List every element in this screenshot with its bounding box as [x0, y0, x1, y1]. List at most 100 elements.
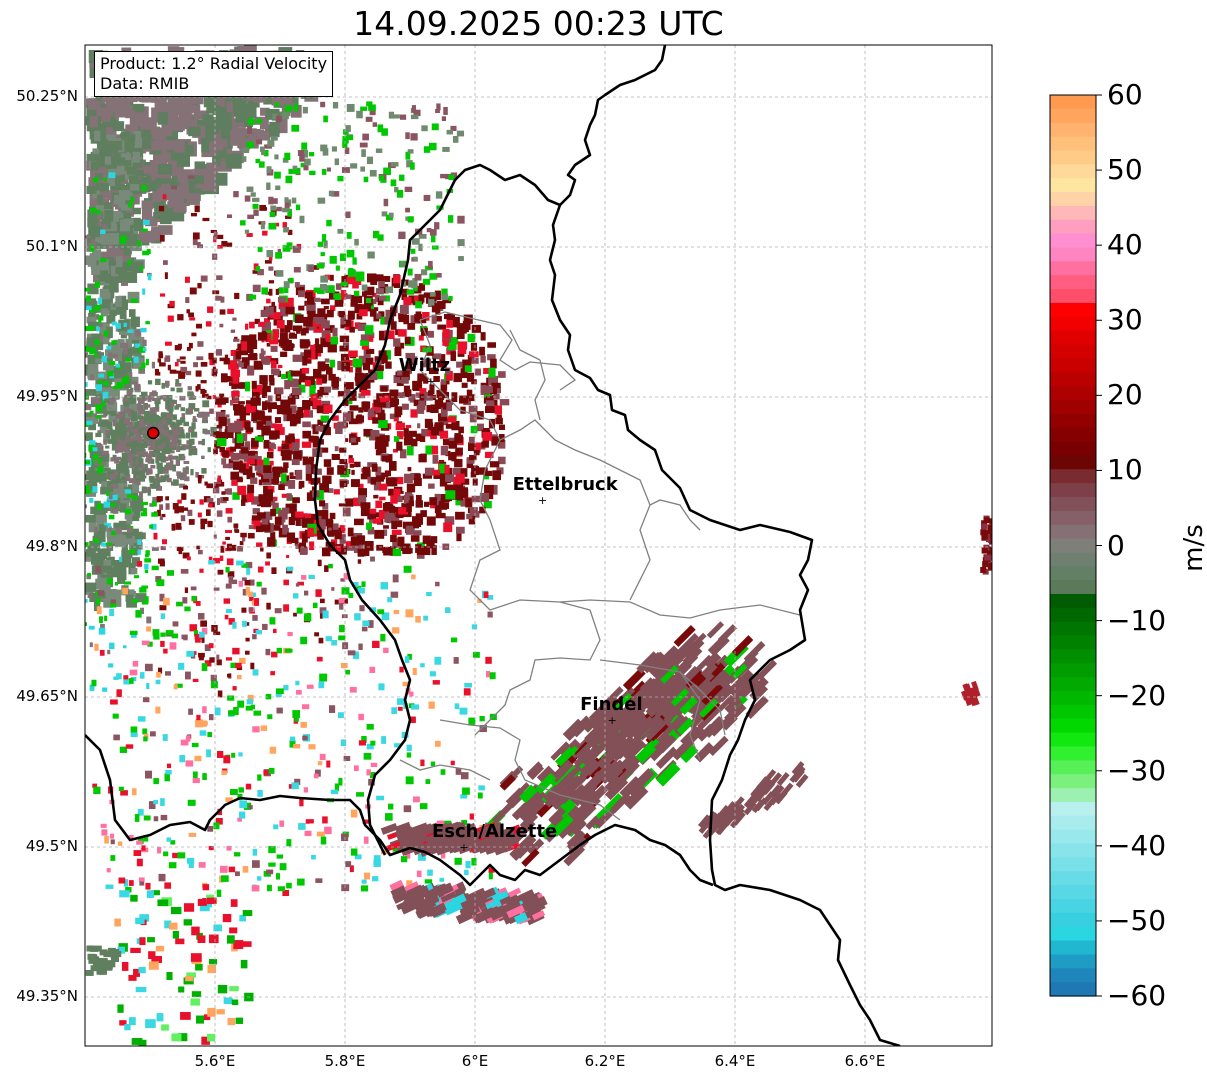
velocity-pixel — [188, 342, 193, 349]
velocity-pixel — [415, 392, 423, 398]
velocity-pixel — [376, 544, 384, 551]
velocity-pixel — [274, 516, 282, 525]
velocity-pixel — [304, 291, 313, 299]
velocity-pixel — [345, 211, 351, 219]
velocity-pixel — [133, 130, 142, 141]
velocity-pixel — [448, 295, 453, 301]
velocity-pixel — [242, 588, 247, 596]
velocity-pixel — [185, 466, 189, 470]
velocity-pixel — [125, 474, 131, 482]
velocity-pixel — [284, 286, 289, 294]
velocity-pixel — [383, 437, 389, 447]
velocity-pixel — [199, 568, 204, 573]
velocity-pixel — [456, 493, 463, 501]
velocity-pixel — [291, 510, 297, 521]
velocity-pixel — [248, 805, 253, 810]
velocity-pixel — [238, 752, 243, 757]
velocity-pixel — [99, 322, 110, 329]
velocity-pixel — [112, 494, 118, 501]
velocity-pixel — [255, 158, 261, 164]
velocity-pixel — [179, 483, 186, 488]
velocity-pixel — [405, 424, 412, 429]
velocity-pixel — [202, 414, 207, 422]
velocity-pixel — [137, 415, 144, 420]
velocity-pixel — [437, 361, 447, 368]
velocity-pixel — [257, 332, 268, 341]
velocity-pixel — [384, 317, 391, 325]
velocity-pixel — [310, 394, 318, 401]
velocity-pixel — [454, 703, 460, 710]
velocity-pixel — [129, 549, 135, 554]
velocity-pixel — [411, 574, 416, 580]
velocity-pixel — [305, 473, 312, 481]
velocity-pixel — [176, 445, 181, 452]
velocity-pixel — [393, 274, 401, 284]
velocity-pixel — [156, 127, 173, 137]
velocity-pixel — [166, 418, 172, 424]
velocity-pixel — [407, 149, 414, 154]
velocity-pixel — [360, 885, 369, 892]
velocity-pixel — [383, 529, 388, 536]
velocity-pixel — [257, 497, 264, 507]
velocity-pixel — [270, 671, 276, 676]
velocity-pixel — [126, 597, 138, 608]
velocity-pixel — [284, 197, 289, 203]
velocity-pixel — [338, 310, 346, 318]
velocity-pixel — [123, 879, 129, 887]
velocity-pixel — [519, 801, 541, 824]
velocity-pixel — [600, 741, 624, 764]
velocity-pixel — [155, 440, 161, 446]
velocity-pixel — [88, 520, 97, 533]
velocity-pixel — [411, 438, 418, 447]
velocity-pixel — [437, 820, 445, 826]
velocity-pixel — [145, 358, 149, 366]
velocity-pixel — [125, 124, 138, 137]
velocity-pixel — [476, 442, 486, 450]
velocity-pixel — [164, 882, 172, 889]
velocity-pixel — [105, 98, 118, 109]
velocity-pixel — [446, 402, 452, 412]
velocity-pixel — [141, 427, 145, 432]
velocity-pixel — [232, 375, 239, 384]
velocity-pixel — [130, 298, 138, 303]
velocity-pixel — [456, 361, 463, 368]
velocity-pixel — [357, 587, 365, 594]
velocity-pixel — [147, 641, 153, 647]
velocity-pixel — [263, 489, 273, 499]
velocity-pixel — [469, 507, 478, 517]
velocity-pixel — [287, 94, 299, 110]
velocity-pixel — [160, 395, 165, 399]
velocity-pixel — [261, 322, 272, 332]
velocity-pixel — [244, 381, 251, 392]
velocity-pixel — [247, 214, 255, 219]
velocity-pixel — [136, 840, 143, 845]
velocity-pixel — [407, 322, 416, 330]
velocity-pixel — [256, 542, 263, 547]
velocity-pixel — [195, 719, 204, 728]
velocity-pixel — [134, 383, 141, 391]
velocity-pixel — [342, 136, 349, 144]
velocity-pixel — [175, 459, 181, 467]
velocity-pixel — [164, 445, 172, 450]
velocity-pixel — [340, 578, 345, 582]
velocity-pixel — [95, 314, 99, 320]
velocity-pixel — [200, 518, 208, 524]
velocity-pixel — [302, 421, 311, 428]
velocity-pixel — [192, 238, 198, 246]
velocity-pixel — [105, 124, 117, 137]
velocity-pixel — [86, 480, 98, 490]
velocity-pixel — [331, 527, 341, 536]
velocity-pixel — [472, 478, 478, 486]
velocity-pixel — [183, 145, 194, 156]
velocity-pixel — [155, 403, 160, 409]
velocity-pixel — [486, 396, 492, 405]
velocity-pixel — [442, 339, 449, 346]
velocity-pixel — [368, 620, 374, 628]
velocity-pixel — [137, 467, 141, 472]
velocity-pixel — [550, 814, 574, 837]
velocity-pixel — [211, 624, 218, 632]
velocity-pixel — [249, 321, 255, 329]
velocity-pixel — [241, 499, 246, 506]
velocity-pixel — [410, 133, 418, 141]
velocity-pixel — [319, 500, 326, 507]
